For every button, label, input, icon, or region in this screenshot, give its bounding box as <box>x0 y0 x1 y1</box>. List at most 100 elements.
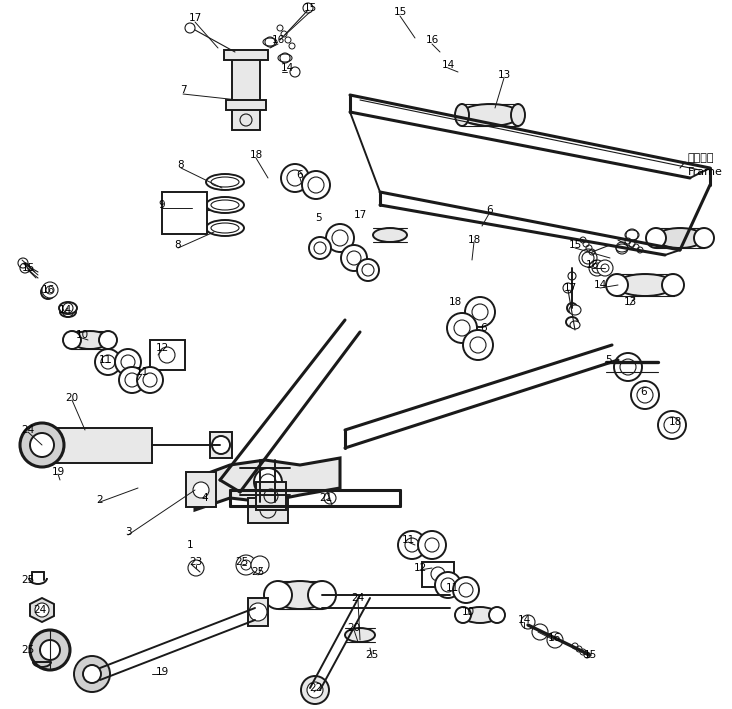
Circle shape <box>34 602 50 618</box>
Circle shape <box>308 581 336 609</box>
Ellipse shape <box>373 228 407 242</box>
Circle shape <box>236 555 256 575</box>
Ellipse shape <box>206 220 244 236</box>
Text: 24: 24 <box>351 593 365 603</box>
Text: 25: 25 <box>21 645 34 655</box>
Ellipse shape <box>460 104 520 126</box>
Circle shape <box>30 630 70 670</box>
Circle shape <box>606 274 628 296</box>
Bar <box>248 498 288 523</box>
Ellipse shape <box>616 274 674 296</box>
Text: 9: 9 <box>159 200 165 210</box>
Text: 23: 23 <box>190 557 203 567</box>
Text: 11: 11 <box>135 367 149 377</box>
Ellipse shape <box>345 628 375 642</box>
Text: 18: 18 <box>449 297 462 307</box>
Bar <box>42 428 152 463</box>
Text: 15: 15 <box>568 240 582 250</box>
Circle shape <box>567 303 577 313</box>
Text: 17: 17 <box>354 210 367 220</box>
Ellipse shape <box>455 104 469 126</box>
Text: 5: 5 <box>315 213 321 223</box>
Circle shape <box>597 260 613 276</box>
Circle shape <box>30 433 54 457</box>
Ellipse shape <box>31 601 53 619</box>
Text: 19: 19 <box>155 667 168 677</box>
Bar <box>232 55 260 130</box>
Text: 4: 4 <box>202 493 209 503</box>
Circle shape <box>309 237 331 259</box>
Text: 13: 13 <box>497 70 511 80</box>
Text: 11: 11 <box>98 355 111 365</box>
Polygon shape <box>195 458 340 510</box>
Circle shape <box>74 656 110 692</box>
Text: 12: 12 <box>155 343 168 353</box>
Text: 20: 20 <box>348 623 361 633</box>
Circle shape <box>614 353 642 381</box>
Text: 2: 2 <box>97 495 103 505</box>
Text: 18: 18 <box>467 235 481 245</box>
Text: 5: 5 <box>605 355 611 365</box>
Circle shape <box>20 423 64 467</box>
Circle shape <box>435 572 461 598</box>
Ellipse shape <box>656 228 704 248</box>
Circle shape <box>212 436 230 454</box>
Text: 17: 17 <box>188 13 201 23</box>
Circle shape <box>453 577 479 603</box>
Circle shape <box>63 331 81 349</box>
Text: 25: 25 <box>236 557 249 567</box>
Text: フレーム: フレーム <box>688 153 714 163</box>
Bar <box>210 432 232 458</box>
Circle shape <box>42 282 58 298</box>
Text: 3: 3 <box>124 527 131 537</box>
Circle shape <box>489 607 505 623</box>
Circle shape <box>418 531 446 559</box>
Ellipse shape <box>511 104 525 126</box>
Text: 17: 17 <box>564 283 577 293</box>
Ellipse shape <box>569 305 581 315</box>
Circle shape <box>193 482 209 498</box>
Text: 6: 6 <box>487 205 493 215</box>
Text: 12: 12 <box>414 563 427 573</box>
Text: 14: 14 <box>59 305 72 315</box>
Text: 16: 16 <box>42 285 55 295</box>
Circle shape <box>302 171 330 199</box>
Circle shape <box>35 603 49 617</box>
Text: 25: 25 <box>365 650 378 660</box>
Text: 15: 15 <box>583 650 597 660</box>
Text: 18: 18 <box>668 417 681 427</box>
Bar <box>162 192 207 234</box>
Text: 11: 11 <box>401 535 414 545</box>
Ellipse shape <box>566 317 578 327</box>
Circle shape <box>447 313 477 343</box>
Ellipse shape <box>60 307 76 317</box>
Text: 25: 25 <box>251 567 265 577</box>
Circle shape <box>465 297 495 327</box>
Circle shape <box>341 245 367 271</box>
Text: 7: 7 <box>179 85 187 95</box>
Circle shape <box>115 349 141 375</box>
Bar <box>224 50 268 60</box>
Bar <box>422 562 454 587</box>
Text: 11: 11 <box>445 583 459 593</box>
Circle shape <box>40 640 60 660</box>
Circle shape <box>249 603 267 621</box>
Circle shape <box>83 665 101 683</box>
Circle shape <box>547 632 563 648</box>
Text: 14: 14 <box>441 60 455 70</box>
Text: 13: 13 <box>624 297 637 307</box>
Bar <box>226 100 266 110</box>
Text: 16: 16 <box>425 35 438 45</box>
Text: 10: 10 <box>461 607 474 617</box>
Text: 8: 8 <box>175 240 182 250</box>
Bar <box>248 598 268 626</box>
Circle shape <box>254 468 282 496</box>
Ellipse shape <box>570 321 580 329</box>
Circle shape <box>119 367 145 393</box>
Circle shape <box>326 224 354 252</box>
Text: 16: 16 <box>272 35 285 45</box>
Bar <box>150 340 185 370</box>
Ellipse shape <box>59 302 77 314</box>
Text: 24: 24 <box>34 605 47 615</box>
Text: 14: 14 <box>594 280 607 290</box>
